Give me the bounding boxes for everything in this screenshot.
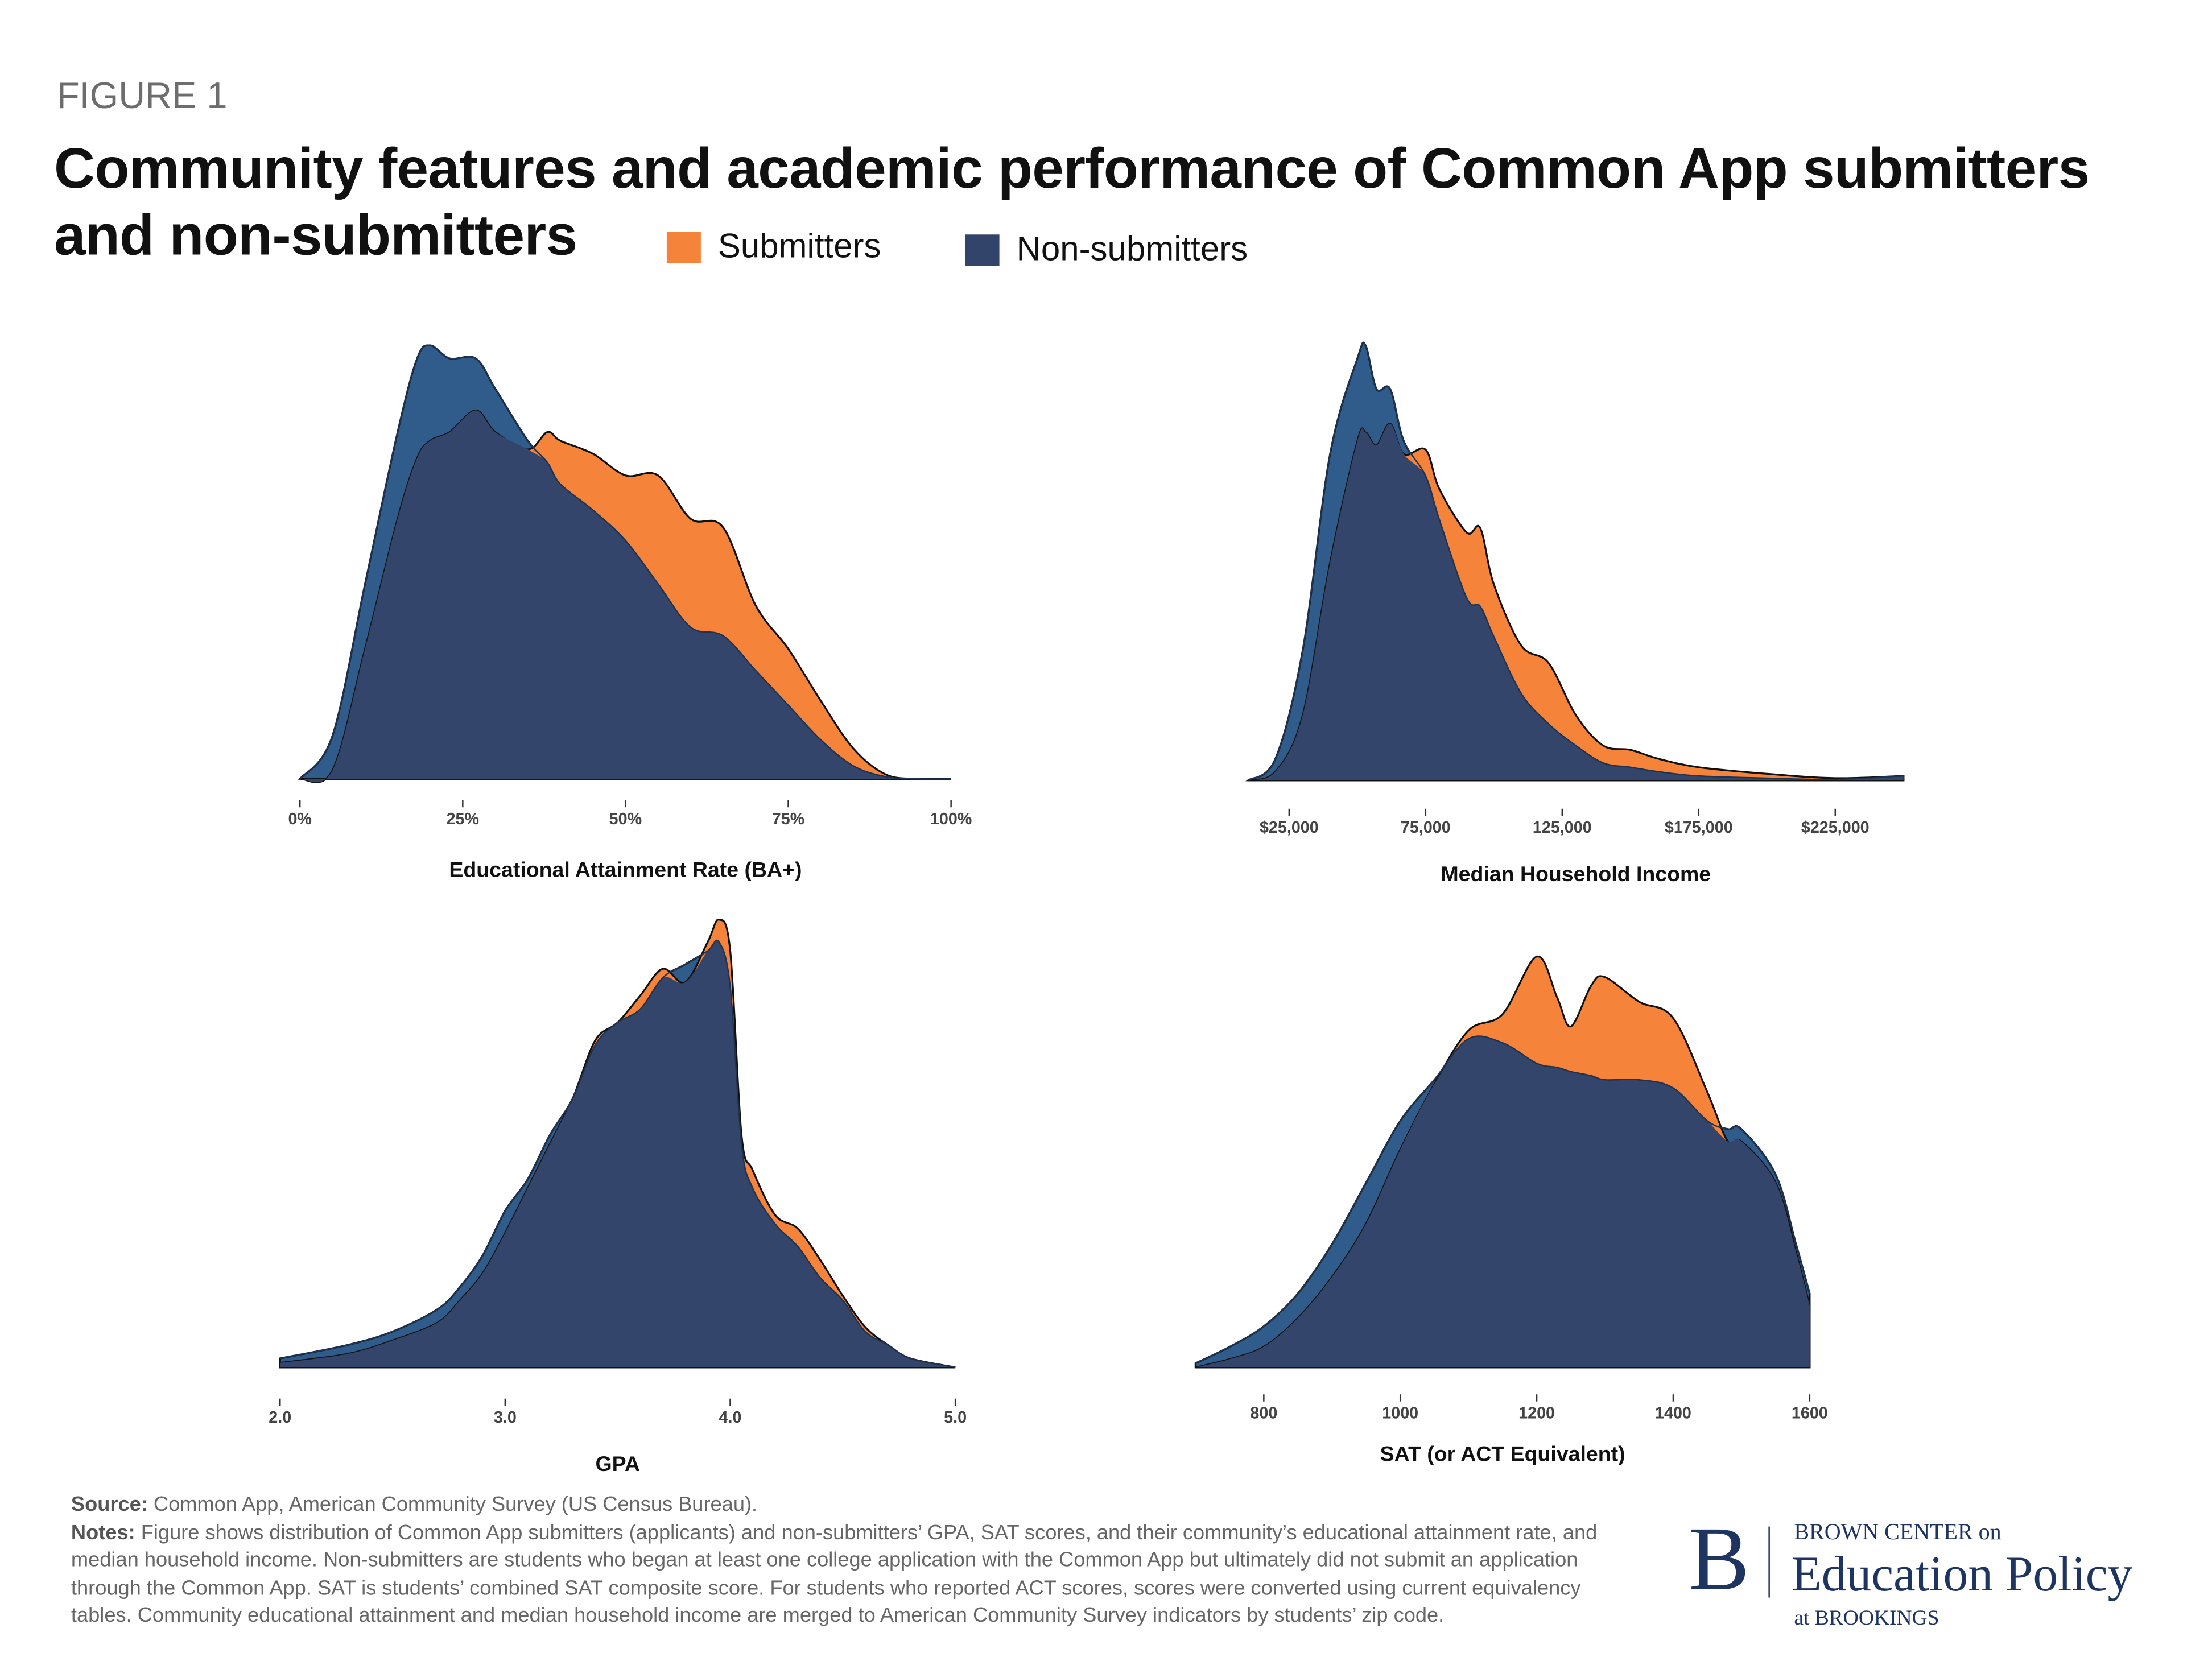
- footnote: Source: Common App, American Community S…: [71, 1493, 1607, 1631]
- x-tick-label: 125,000: [1533, 819, 1592, 837]
- legend-submitters: Submitters: [666, 227, 881, 267]
- logo-line3: at BROOKINGS: [1794, 1608, 1939, 1631]
- nonsubmitters-outline: [299, 344, 951, 780]
- x-tick-label: $225,000: [1801, 819, 1870, 837]
- x-tick-label: 1600: [1792, 1404, 1828, 1423]
- x-tick-label: 50%: [609, 810, 642, 828]
- x-tick-label: 25%: [447, 810, 479, 828]
- x-tick-label: 3.0: [494, 1408, 517, 1427]
- legend-swatch-submitters: [666, 232, 701, 263]
- x-tick-label: 1400: [1655, 1404, 1691, 1423]
- x-axis-label: Educational Attainment Rate (BA+): [449, 858, 802, 882]
- x-tick-label: $25,000: [1260, 819, 1319, 837]
- figure-label: FIGURE 1: [56, 73, 228, 117]
- source-text: Common App, American Community Survey (U…: [147, 1494, 758, 1517]
- logo-mark: B: [1689, 1508, 1750, 1609]
- nonsubmitters-outline: [1248, 341, 1904, 781]
- x-axis-label: Median Household Income: [1441, 862, 1711, 886]
- notes-text: Figure shows distribution of Common App …: [71, 1521, 1598, 1628]
- x-tick-label: 5.0: [944, 1408, 967, 1427]
- x-tick-label: 2.0: [269, 1408, 291, 1427]
- x-tick-label: 4.0: [719, 1408, 742, 1427]
- x-tick-label: 800: [1250, 1404, 1277, 1423]
- legend-label: Submitters: [717, 227, 881, 266]
- overlap-density: [280, 940, 956, 1367]
- logo-line1: BROWN CENTER on: [1794, 1520, 2001, 1546]
- x-tick-label: 0%: [288, 810, 312, 828]
- chart-title: Community features and academic performa…: [53, 138, 2090, 267]
- logo-line2: Education Policy: [1791, 1546, 2133, 1602]
- notes-label: Notes:: [71, 1521, 135, 1544]
- x-tick-label: 100%: [930, 810, 972, 828]
- legend-label: Non-submitters: [1016, 230, 1248, 269]
- logo-divider: [1768, 1526, 1770, 1598]
- overlap-density: [1248, 423, 1904, 780]
- x-axis-label: GPA: [595, 1452, 639, 1476]
- source-label: Source:: [71, 1494, 148, 1517]
- x-tick-label: 75%: [772, 810, 804, 828]
- nonsubmitters-outline: [280, 939, 956, 1368]
- legend-swatch-nonsubmitters: [965, 234, 1000, 266]
- x-axis-label: SAT (or ACT Equivalent): [1380, 1442, 1625, 1466]
- nonsubmitters-outline: [1195, 1035, 1811, 1364]
- x-tick-label: 75,000: [1401, 819, 1451, 837]
- x-tick-label: $175,000: [1665, 819, 1733, 837]
- overlap-density: [300, 410, 951, 783]
- x-tick-label: 1200: [1518, 1404, 1555, 1423]
- x-tick-label: 1000: [1382, 1404, 1418, 1423]
- overlap-density: [1195, 1035, 1810, 1367]
- legend-nonsubmitters: Non-submitters: [965, 230, 1248, 270]
